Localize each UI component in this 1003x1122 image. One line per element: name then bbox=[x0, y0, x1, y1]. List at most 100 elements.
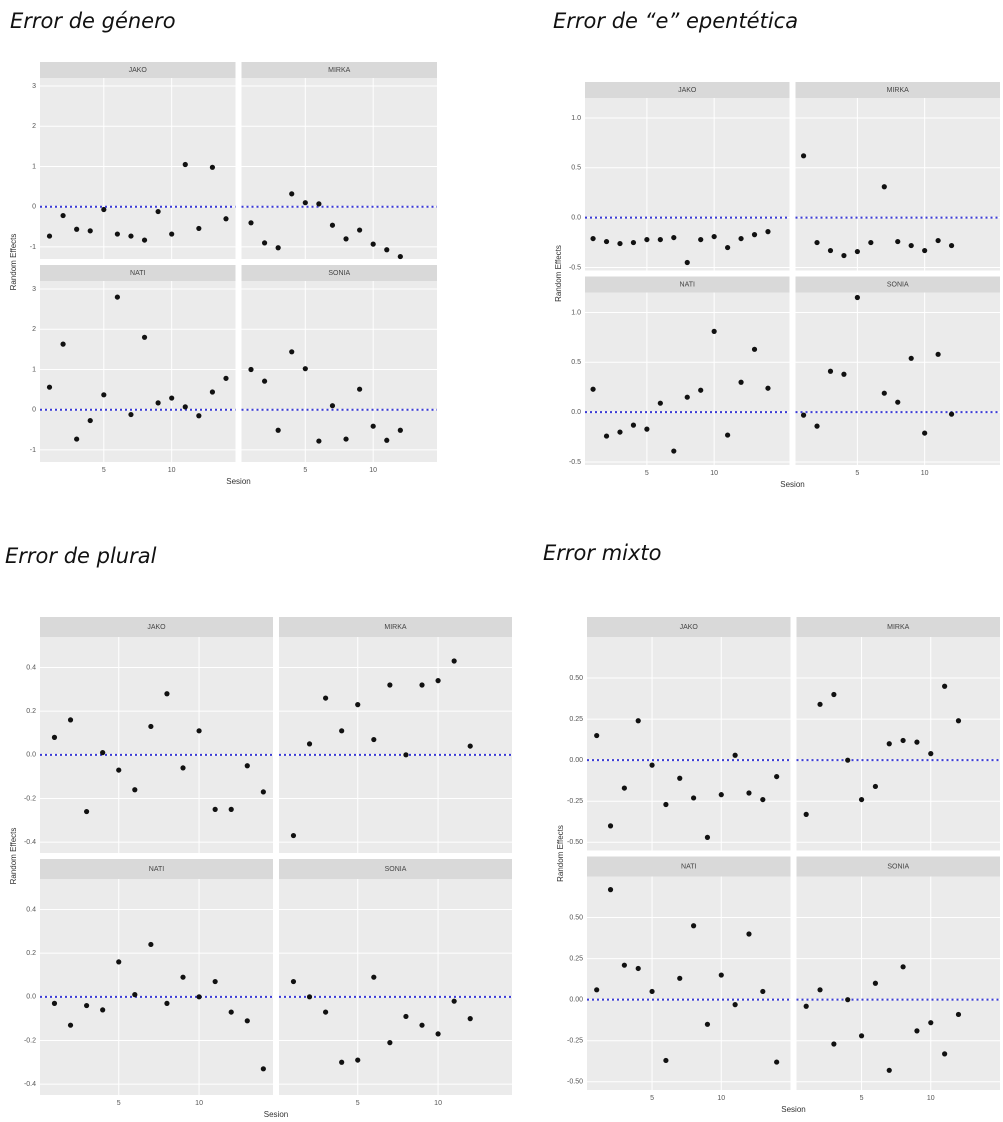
point bbox=[955, 718, 962, 724]
y-tick-label: 0.4 bbox=[26, 664, 36, 671]
point bbox=[677, 775, 683, 781]
point bbox=[845, 997, 851, 1003]
x-tick-label: 10 bbox=[710, 470, 718, 477]
point bbox=[60, 212, 66, 219]
point bbox=[323, 1009, 329, 1015]
point bbox=[621, 785, 627, 791]
point bbox=[60, 341, 66, 347]
y-tick-label: 0.2 bbox=[26, 708, 36, 715]
point bbox=[677, 975, 683, 981]
point bbox=[607, 823, 614, 829]
point bbox=[51, 734, 58, 740]
strip bbox=[40, 617, 273, 637]
point bbox=[355, 1057, 361, 1063]
point bbox=[87, 228, 93, 234]
strip-label: JAKO bbox=[129, 67, 148, 74]
point bbox=[948, 411, 955, 417]
point bbox=[339, 728, 345, 734]
point bbox=[590, 386, 596, 392]
point bbox=[684, 394, 690, 400]
point bbox=[435, 1031, 441, 1037]
panel bbox=[40, 78, 236, 259]
point bbox=[260, 1066, 266, 1072]
point bbox=[244, 763, 250, 769]
point bbox=[357, 227, 363, 233]
panel bbox=[241, 281, 437, 462]
point bbox=[746, 790, 752, 796]
point bbox=[690, 795, 697, 801]
point bbox=[228, 1009, 234, 1015]
point bbox=[155, 208, 161, 215]
point bbox=[84, 808, 90, 815]
point bbox=[169, 231, 175, 237]
point bbox=[114, 231, 120, 237]
point bbox=[914, 1028, 920, 1034]
point bbox=[228, 806, 234, 812]
point bbox=[657, 400, 663, 406]
x-tick-label: 10 bbox=[369, 467, 377, 474]
chart-title: Error de género bbox=[10, 9, 176, 33]
point bbox=[671, 448, 677, 454]
point bbox=[590, 235, 596, 242]
point bbox=[603, 433, 610, 439]
point bbox=[814, 239, 820, 246]
strip-label: NATI bbox=[680, 281, 695, 288]
point bbox=[141, 334, 148, 340]
y-tick-label: 0.0 bbox=[571, 214, 581, 221]
y-tick-label: -0.25 bbox=[567, 1038, 583, 1045]
x-tick-label: 5 bbox=[303, 467, 307, 474]
point bbox=[935, 237, 941, 244]
x-tick-label: 10 bbox=[717, 1095, 725, 1102]
y-tick-label: 0.5 bbox=[571, 165, 581, 172]
point bbox=[594, 987, 600, 993]
point bbox=[100, 750, 106, 756]
panel bbox=[40, 281, 236, 462]
point bbox=[800, 153, 807, 159]
y-tick-label: 1 bbox=[32, 366, 36, 373]
point bbox=[451, 998, 457, 1004]
point bbox=[306, 994, 313, 1000]
point bbox=[649, 988, 655, 995]
y-tick-label: 2 bbox=[32, 326, 36, 333]
strip-label: JAKO bbox=[678, 87, 697, 94]
point bbox=[948, 242, 955, 249]
point bbox=[663, 1057, 669, 1064]
x-tick-label: 10 bbox=[195, 1100, 203, 1107]
y-tick-label: 0.50 bbox=[569, 675, 583, 682]
y-tick-label: -1 bbox=[30, 244, 36, 251]
point bbox=[182, 161, 188, 168]
x-tick-label: 5 bbox=[117, 1100, 121, 1107]
point bbox=[718, 792, 724, 798]
y-tick-label: 0.25 bbox=[569, 955, 583, 962]
y-tick-label: 1.0 bbox=[571, 309, 581, 316]
point bbox=[663, 801, 669, 808]
point bbox=[760, 988, 766, 995]
point bbox=[384, 247, 390, 253]
point bbox=[46, 233, 53, 239]
x-tick-label: 10 bbox=[927, 1095, 935, 1102]
y-tick-label: 0.25 bbox=[569, 716, 583, 723]
point bbox=[942, 1051, 948, 1057]
point bbox=[711, 233, 717, 240]
point bbox=[403, 752, 409, 758]
point bbox=[290, 832, 297, 839]
x-tick-label: 10 bbox=[921, 470, 929, 477]
point bbox=[704, 834, 711, 840]
point bbox=[868, 239, 874, 246]
point bbox=[289, 349, 295, 355]
point bbox=[51, 1000, 58, 1006]
x-tick-label: 5 bbox=[650, 1095, 654, 1102]
strip-label: MIRKA bbox=[887, 624, 910, 631]
point bbox=[900, 964, 906, 970]
point bbox=[196, 225, 202, 232]
point bbox=[690, 923, 697, 929]
point bbox=[872, 783, 879, 790]
strip-label: MIRKA bbox=[328, 67, 351, 74]
y-tick-label: 0.2 bbox=[26, 950, 36, 957]
strip-label: MIRKA bbox=[887, 87, 910, 94]
point bbox=[765, 385, 771, 391]
point bbox=[914, 739, 920, 745]
strip-label: NATI bbox=[130, 270, 145, 277]
y-axis-label: Random Effects bbox=[554, 245, 563, 302]
point bbox=[467, 743, 473, 749]
